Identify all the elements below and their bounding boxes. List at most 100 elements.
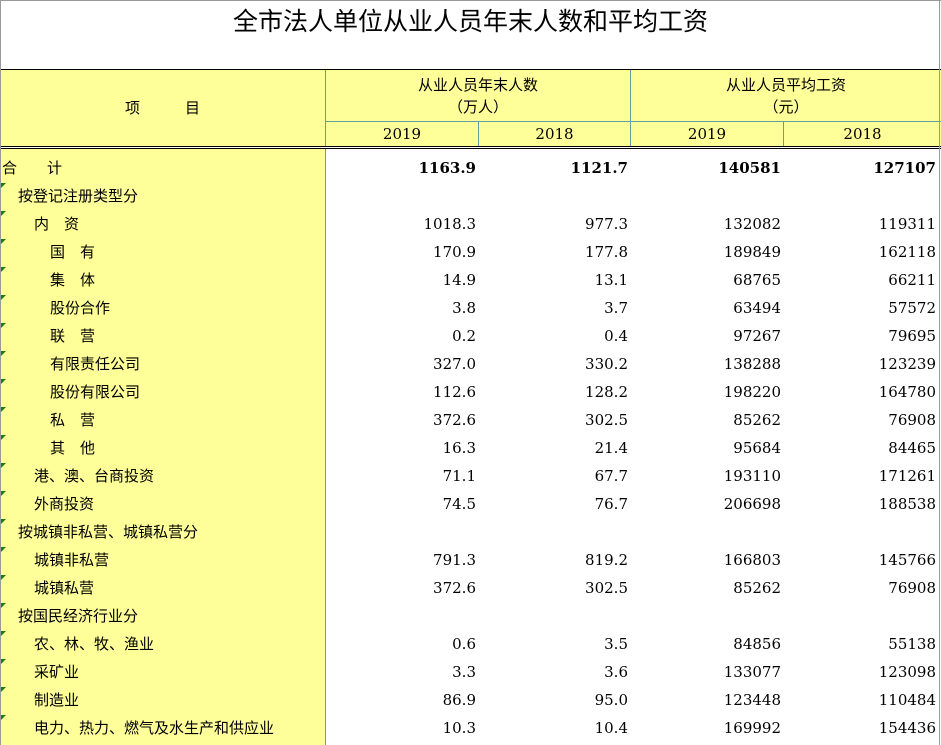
value-cell[interactable]: 112.6	[433, 383, 476, 401]
value-cell[interactable]: 68765	[733, 271, 781, 289]
row-label-cell[interactable]: 联 营	[0, 322, 326, 350]
row-label-cell[interactable]: 制造业	[0, 686, 326, 714]
value-cell[interactable]: 170.9	[433, 243, 476, 261]
value-cell[interactable]: 189849	[723, 243, 781, 261]
row-label-cell[interactable]: 外商投资	[0, 490, 326, 518]
value-cell[interactable]	[479, 518, 628, 546]
value-cell[interactable]: 188538	[878, 495, 936, 513]
value-cell[interactable]: 138288	[723, 355, 781, 373]
value-cell[interactable]: 97267	[733, 327, 781, 345]
value-cell[interactable]: 71.1	[442, 467, 476, 485]
value-cell[interactable]: 198220	[723, 383, 781, 401]
value-cell[interactable]: 76908	[888, 411, 936, 429]
value-cell[interactable]: 127107	[873, 159, 936, 177]
value-cell[interactable]: 74.5	[442, 495, 476, 513]
value-cell[interactable]	[784, 182, 936, 210]
value-cell[interactable]: 21.4	[594, 439, 628, 457]
row-label-cell[interactable]: 股份合作	[0, 294, 326, 322]
value-cell[interactable]: 3.6	[604, 663, 628, 681]
value-cell[interactable]: 3.3	[452, 663, 476, 681]
value-cell[interactable]: 13.1	[594, 271, 628, 289]
value-cell[interactable]: 193110	[723, 467, 781, 485]
row-label-cell[interactable]: 城镇非私营	[0, 546, 326, 574]
value-cell[interactable]: 128.2	[585, 383, 628, 401]
value-cell[interactable]: 76.7	[594, 495, 628, 513]
value-cell[interactable]: 327.0	[433, 355, 476, 373]
value-cell[interactable]: 154436	[878, 719, 936, 737]
value-cell[interactable]: 123448	[723, 691, 781, 709]
row-label-cell[interactable]: 有限责任公司	[0, 350, 326, 378]
row-label-cell[interactable]: 采矿业	[0, 658, 326, 686]
row-label-cell[interactable]: 港、澳、台商投资	[0, 462, 326, 490]
value-cell[interactable]: 372.6	[433, 579, 476, 597]
header-employees-group[interactable]: 从业人员年末人数 （万人）	[326, 70, 631, 122]
value-cell[interactable]: 162118	[878, 243, 936, 261]
value-cell[interactable]	[631, 602, 781, 630]
header-year-cell[interactable]: 2018	[479, 122, 631, 146]
value-cell[interactable]: 0.4	[604, 327, 628, 345]
row-label-cell[interactable]: 按登记注册类型分	[0, 182, 326, 210]
value-cell[interactable]: 95.0	[594, 691, 628, 709]
value-cell[interactable]: 206698	[723, 495, 781, 513]
row-label-cell[interactable]: 按国民经济行业分	[0, 602, 326, 630]
value-cell[interactable]: 123239	[878, 355, 936, 373]
header-year-cell[interactable]: 2019	[326, 122, 479, 146]
value-cell[interactable]: 169992	[723, 719, 781, 737]
value-cell[interactable]: 95684	[733, 439, 781, 457]
value-cell[interactable]	[631, 182, 781, 210]
value-cell[interactable]	[784, 518, 936, 546]
value-cell[interactable]: 57572	[888, 299, 936, 317]
value-cell[interactable]: 819.2	[585, 551, 628, 569]
value-cell[interactable]: 0.6	[452, 635, 476, 653]
value-cell[interactable]: 84465	[888, 439, 936, 457]
value-cell[interactable]	[479, 182, 628, 210]
value-cell[interactable]: 177.8	[585, 243, 628, 261]
value-cell[interactable]: 67.7	[594, 467, 628, 485]
value-cell[interactable]: 10.3	[442, 719, 476, 737]
value-cell[interactable]: 85262	[733, 579, 781, 597]
value-cell[interactable]: 79695	[888, 327, 936, 345]
header-wage-group[interactable]: 从业人员平均工资 （元）	[631, 70, 941, 122]
row-label-cell[interactable]: 合 计	[0, 154, 326, 182]
value-cell[interactable]: 76908	[888, 579, 936, 597]
value-cell[interactable]: 132082	[723, 215, 781, 233]
value-cell[interactable]: 63494	[733, 299, 781, 317]
value-cell[interactable]: 372.6	[433, 411, 476, 429]
value-cell[interactable]: 133077	[723, 663, 781, 681]
header-year-cell[interactable]: 2019	[631, 122, 784, 146]
value-cell[interactable]: 140581	[718, 159, 781, 177]
row-label-cell[interactable]: 股份有限公司	[0, 378, 326, 406]
value-cell[interactable]: 14.9	[442, 271, 476, 289]
header-project-cell[interactable]: 项 目	[0, 70, 326, 146]
value-cell[interactable]: 164780	[878, 383, 936, 401]
row-label-cell[interactable]: 其 他	[0, 434, 326, 462]
row-label-cell[interactable]: 城镇私营	[0, 574, 326, 602]
value-cell[interactable]: 16.3	[442, 439, 476, 457]
value-cell[interactable]	[631, 518, 781, 546]
value-cell[interactable]: 10.4	[594, 719, 628, 737]
row-label-cell[interactable]: 国 有	[0, 238, 326, 266]
row-label-cell[interactable]: 按城镇非私营、城镇私营分	[0, 518, 326, 546]
value-cell[interactable]: 110484	[878, 691, 936, 709]
value-cell[interactable]: 171261	[878, 467, 936, 485]
value-cell[interactable]: 977.3	[585, 215, 628, 233]
value-cell[interactable]: 123098	[878, 663, 936, 681]
row-label-cell[interactable]: 私 营	[0, 406, 326, 434]
value-cell[interactable]: 1121.7	[570, 159, 628, 177]
value-cell[interactable]: 302.5	[585, 411, 628, 429]
value-cell[interactable]: 1018.3	[423, 215, 477, 233]
row-label-cell[interactable]: 集 体	[0, 266, 326, 294]
value-cell[interactable]: 66211	[888, 271, 936, 289]
value-cell[interactable]: 1163.9	[418, 159, 476, 177]
value-cell[interactable]: 145766	[878, 551, 936, 569]
row-label-cell[interactable]: 内 资	[0, 210, 326, 238]
header-year-cell[interactable]: 2018	[784, 122, 941, 146]
value-cell[interactable]: 302.5	[585, 579, 628, 597]
value-cell[interactable]	[784, 602, 936, 630]
value-cell[interactable]	[479, 602, 628, 630]
value-cell[interactable]: 166803	[723, 551, 781, 569]
row-label-cell[interactable]: 电力、热力、燃气及水生产和供应业	[0, 714, 326, 742]
value-cell[interactable]: 3.5	[604, 635, 628, 653]
value-cell[interactable]: 3.8	[452, 299, 476, 317]
value-cell[interactable]: 84856	[733, 635, 781, 653]
